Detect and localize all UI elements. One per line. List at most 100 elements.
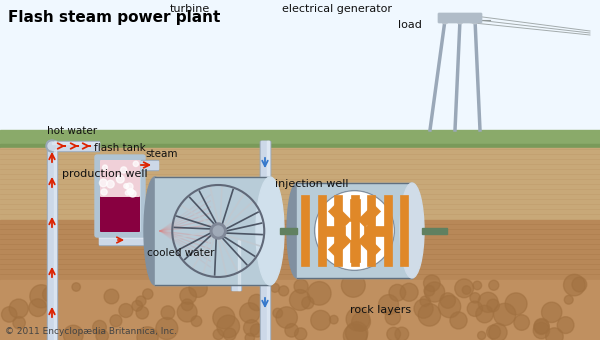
Circle shape — [476, 305, 493, 323]
Circle shape — [572, 277, 587, 292]
Bar — [267, 141, 269, 245]
Text: hot water: hot water — [47, 126, 97, 136]
Circle shape — [425, 282, 445, 302]
Text: © 2011 Encyclopædia Britannica, Inc.: © 2011 Encyclopædia Britannica, Inc. — [5, 327, 177, 336]
Circle shape — [542, 302, 562, 322]
Circle shape — [213, 226, 223, 236]
FancyBboxPatch shape — [132, 160, 141, 232]
Bar — [54, 141, 56, 340]
Bar — [358, 204, 380, 227]
Circle shape — [213, 329, 224, 340]
Circle shape — [100, 179, 107, 187]
Bar — [400, 195, 408, 266]
Circle shape — [329, 316, 338, 324]
Circle shape — [455, 279, 473, 298]
Circle shape — [420, 296, 430, 306]
Circle shape — [563, 274, 585, 296]
Circle shape — [302, 297, 314, 309]
Bar — [99, 235, 265, 245]
Circle shape — [245, 333, 254, 340]
Circle shape — [107, 180, 114, 188]
Circle shape — [471, 16, 479, 24]
Circle shape — [439, 295, 461, 318]
Bar — [0, 0, 600, 130]
Circle shape — [400, 283, 418, 301]
Bar — [52, 142, 99, 144]
Bar — [99, 236, 265, 238]
Circle shape — [143, 289, 153, 299]
Circle shape — [210, 223, 226, 239]
Circle shape — [30, 285, 53, 308]
Circle shape — [389, 284, 406, 301]
Circle shape — [180, 287, 197, 304]
Bar — [383, 195, 392, 266]
Bar — [364, 225, 386, 236]
Circle shape — [244, 320, 260, 336]
Circle shape — [64, 325, 83, 340]
Bar — [141, 161, 158, 169]
Circle shape — [278, 286, 289, 296]
Bar — [141, 160, 158, 170]
Circle shape — [462, 286, 471, 294]
Circle shape — [136, 296, 146, 306]
Circle shape — [534, 319, 549, 334]
Bar — [301, 195, 309, 266]
Circle shape — [545, 328, 563, 340]
Circle shape — [213, 307, 235, 329]
Circle shape — [48, 142, 56, 150]
Bar — [0, 280, 600, 340]
Circle shape — [290, 290, 310, 310]
Circle shape — [470, 293, 480, 303]
Circle shape — [9, 299, 28, 318]
Text: load: load — [398, 20, 422, 30]
Bar — [280, 228, 297, 234]
Bar — [261, 141, 269, 340]
Circle shape — [96, 330, 109, 340]
Bar — [232, 240, 239, 290]
Text: electrical generator: electrical generator — [282, 4, 392, 14]
Circle shape — [181, 299, 193, 311]
Bar — [155, 177, 270, 285]
Circle shape — [161, 306, 175, 320]
Circle shape — [341, 273, 365, 297]
Text: injection well: injection well — [275, 179, 349, 189]
Circle shape — [424, 285, 434, 296]
Bar — [52, 141, 99, 151]
Circle shape — [104, 289, 119, 304]
Ellipse shape — [287, 183, 307, 278]
Ellipse shape — [144, 177, 166, 285]
Circle shape — [487, 325, 500, 339]
Bar — [261, 141, 269, 245]
Bar — [349, 199, 359, 221]
Circle shape — [514, 315, 529, 330]
Circle shape — [346, 307, 370, 331]
Text: Flash steam power plant: Flash steam power plant — [8, 10, 220, 25]
Bar — [0, 220, 600, 280]
Bar — [260, 141, 270, 340]
Circle shape — [467, 301, 482, 317]
Circle shape — [250, 324, 263, 337]
Circle shape — [124, 184, 128, 188]
Bar — [260, 141, 270, 245]
Circle shape — [450, 312, 467, 329]
Bar — [0, 144, 600, 148]
Bar — [297, 183, 412, 278]
Circle shape — [119, 304, 133, 318]
Text: cooled water: cooled water — [147, 248, 215, 258]
Circle shape — [387, 327, 401, 340]
Bar — [317, 195, 325, 266]
Circle shape — [133, 161, 139, 167]
Circle shape — [156, 318, 178, 340]
Bar — [0, 148, 600, 220]
Circle shape — [101, 189, 107, 195]
Circle shape — [418, 304, 440, 326]
Circle shape — [239, 303, 260, 323]
Circle shape — [533, 322, 550, 339]
Circle shape — [534, 319, 549, 335]
Text: steam: steam — [145, 149, 178, 159]
Circle shape — [346, 322, 368, 340]
Circle shape — [29, 299, 47, 317]
Circle shape — [494, 303, 516, 325]
Circle shape — [217, 315, 239, 338]
Circle shape — [191, 316, 202, 326]
